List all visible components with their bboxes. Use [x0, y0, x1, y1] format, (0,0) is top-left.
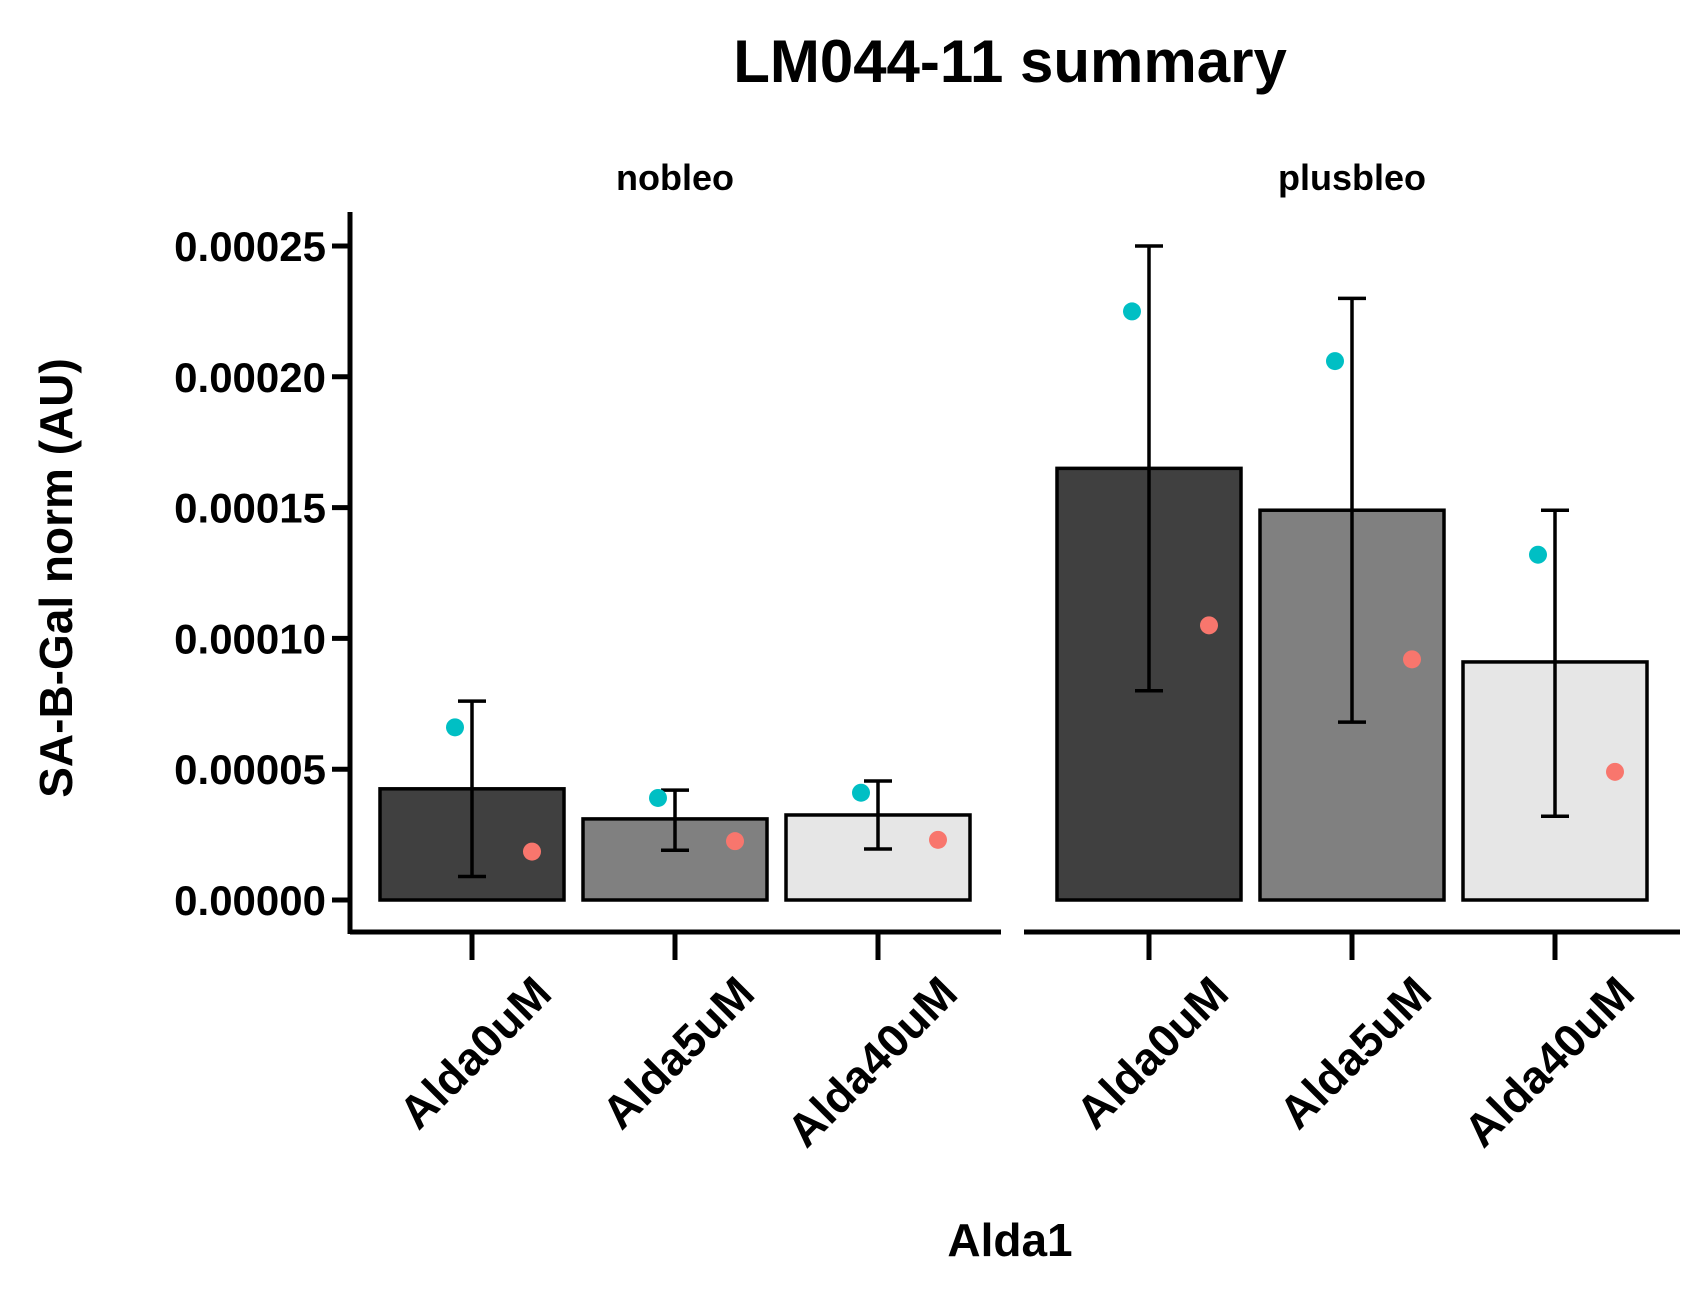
x-tick-label: Alda40uM — [777, 966, 967, 1156]
y-tick-label: 0.00020 — [174, 354, 326, 401]
point-salmon — [726, 832, 744, 851]
panel-title-plusbleo: plusbleo — [1278, 157, 1426, 198]
point-salmon — [1200, 616, 1218, 635]
y-axis-label: SA-B-Gal norm (AU) — [30, 358, 82, 798]
point-teal — [446, 718, 464, 737]
point-salmon — [1606, 762, 1624, 781]
x-tick-label: Alda40uM — [1454, 966, 1644, 1156]
x-tick-label: Alda0uM — [1066, 966, 1238, 1138]
chart-title: LM044-11 summary — [733, 28, 1287, 95]
x-axis-label: Alda1 — [947, 1214, 1072, 1266]
y-tick-label: 0.00015 — [174, 485, 326, 532]
x-tick-label: Alda5uM — [1269, 966, 1441, 1138]
point-teal — [1529, 545, 1547, 564]
y-tick-label: 0.00000 — [174, 877, 326, 924]
point-salmon — [1403, 650, 1421, 669]
bar-nobleo-Alda40uM — [784, 813, 972, 902]
point-teal — [649, 788, 667, 807]
point-teal — [852, 783, 870, 802]
y-tick-label: 0.00025 — [174, 223, 326, 270]
point-teal — [1326, 352, 1344, 371]
point-salmon — [523, 842, 541, 861]
point-teal — [1123, 302, 1141, 321]
point-salmon — [929, 830, 947, 849]
panel-title-nobleo: nobleo — [616, 157, 734, 198]
y-tick-label: 0.00005 — [174, 746, 326, 793]
y-tick-label: 0.00010 — [174, 615, 326, 662]
plot-area: 0.00000 0.00005 0.00010 0.00015 0.00020 0.000… — [174, 157, 1680, 1157]
x-tick-label: Alda0uM — [389, 966, 561, 1138]
x-tick-label: Alda5uM — [592, 966, 764, 1138]
